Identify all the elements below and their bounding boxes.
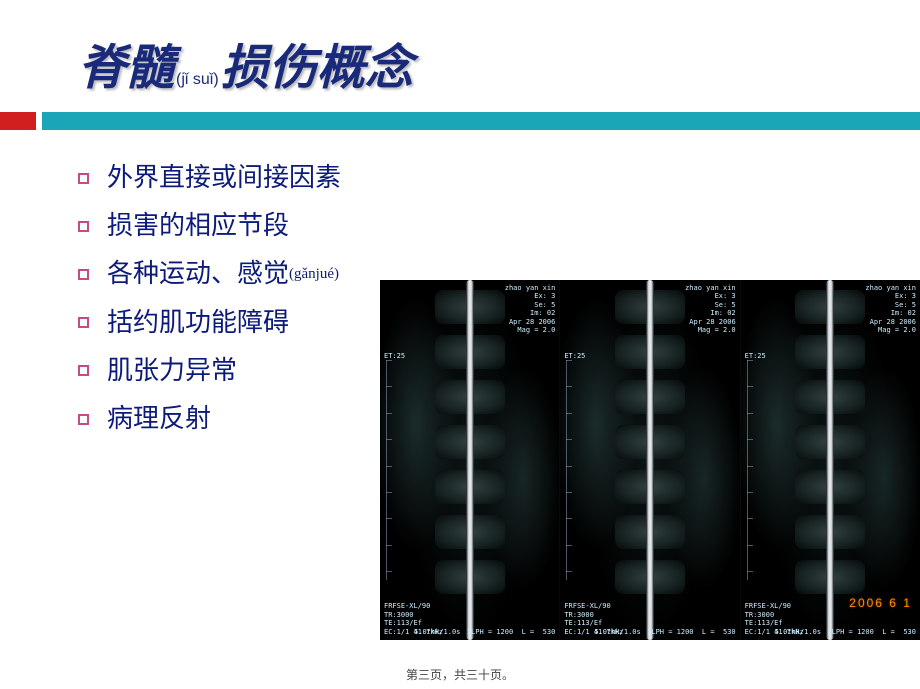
- bullet-text: 损害的相应节段: [107, 204, 289, 248]
- photo-datestamp: 2006 6 1: [849, 596, 912, 610]
- list-item: 病理反射: [78, 397, 341, 441]
- title-part2: 损伤概念: [221, 28, 413, 98]
- mri-spinal-cord: [826, 280, 834, 640]
- mri-image: zhao yan xin Ex: 3 Se: 5 Im: 02 Apr 28 2…: [380, 280, 920, 640]
- mri-scale-ruler: [747, 360, 759, 580]
- mri-overlay-patient: zhao yan xin Ex: 3 Se: 5 Im: 02 Apr 28 2…: [685, 284, 736, 334]
- mri-overlay-window: ILPH = 1200 L = 530: [467, 628, 556, 636]
- list-item: 外界直接或间接因素: [78, 156, 341, 200]
- list-item: 括约肌功能障碍: [78, 301, 341, 345]
- mri-overlay-slice: 5.0thk/1.0s: [775, 628, 821, 636]
- slide-title: 脊髓 (jǐ suǐ) 损伤概念: [78, 28, 413, 98]
- bullet-square-icon: [78, 173, 89, 184]
- list-item: 损害的相应节段: [78, 204, 341, 248]
- bullet-list: 外界直接或间接因素 损害的相应节段 各种运动、感觉 (gǎnjué) 括约肌功能…: [78, 156, 341, 445]
- mri-overlay-patient: zhao yan xin Ex: 3 Se: 5 Im: 02 Apr 28 2…: [505, 284, 556, 334]
- slide: 脊髓 (jǐ suǐ) 损伤概念 外界直接或间接因素 损害的相应节段 各种运动、…: [0, 0, 920, 689]
- mri-scale-ruler: [566, 360, 578, 580]
- mri-overlay-window: ILPH = 1200 L = 530: [827, 628, 916, 636]
- bullet-square-icon: [78, 414, 89, 425]
- list-item: 各种运动、感觉 (gǎnjué): [78, 252, 341, 296]
- bullet-text: 病理反射: [107, 397, 211, 441]
- mri-spinal-cord: [646, 280, 654, 640]
- bullet-text: 括约肌功能障碍: [107, 301, 289, 345]
- mri-overlay-seq: ET:25: [564, 352, 585, 360]
- underline-red-segment: [0, 112, 36, 130]
- mri-overlay-text: Mag = 2.0: [698, 326, 736, 334]
- mri-overlay-slice: 5.0thk/1.0s: [414, 628, 460, 636]
- mri-overlay-slice: 5.0thk/1.0s: [594, 628, 640, 636]
- bullet-text: 肌张力异常: [107, 349, 237, 393]
- title-part1: 脊髓: [78, 28, 174, 98]
- title-underline: [0, 112, 920, 130]
- list-item: 肌张力异常: [78, 349, 341, 393]
- mri-panel-3: zhao yan xin Ex: 3 Se: 5 Im: 02 Apr 28 2…: [741, 280, 920, 640]
- bullet-text: 外界直接或间接因素: [107, 156, 341, 200]
- mri-overlay-window: ILPH = 1200 L = 530: [647, 628, 736, 636]
- bullet-pinyin: (gǎnjué): [289, 262, 339, 288]
- bullet-square-icon: [78, 317, 89, 328]
- bullet-square-icon: [78, 221, 89, 232]
- mri-overlay-text: zhao yan xin Ex: 3 Se: 5 Im: 02: [685, 284, 736, 317]
- page-footer: 第三页，共三十页。: [0, 666, 920, 683]
- title-row: 脊髓 (jǐ suǐ) 损伤概念: [0, 28, 920, 98]
- bullet-square-icon: [78, 365, 89, 376]
- mri-overlay-text: Apr 28 2006: [870, 318, 916, 326]
- underline-teal-segment: [42, 112, 920, 130]
- bullet-square-icon: [78, 269, 89, 280]
- mri-overlay-text: Mag = 2.0: [878, 326, 916, 334]
- mri-overlay-text: zhao yan xin Ex: 3 Se: 5 Im: 02: [865, 284, 916, 317]
- title-pinyin: (jǐ suǐ): [176, 71, 219, 89]
- mri-overlay-patient: zhao yan xin Ex: 3 Se: 5 Im: 02 Apr 28 2…: [865, 284, 916, 334]
- mri-overlay-seq: ET:25: [384, 352, 405, 360]
- mri-overlay-text: zhao yan xin Ex: 3 Se: 5 Im: 02: [505, 284, 556, 317]
- mri-overlay-text: Apr 28 2006: [689, 318, 735, 326]
- mri-overlay-text: Apr 28 2006: [509, 318, 555, 326]
- mri-spinal-cord: [466, 280, 474, 640]
- mri-overlay-text: Mag = 2.0: [517, 326, 555, 334]
- mri-overlay-seq: ET:25: [745, 352, 766, 360]
- mri-panel-2: zhao yan xin Ex: 3 Se: 5 Im: 02 Apr 28 2…: [560, 280, 740, 640]
- mri-scale-ruler: [386, 360, 398, 580]
- mri-panel-1: zhao yan xin Ex: 3 Se: 5 Im: 02 Apr 28 2…: [380, 280, 560, 640]
- bullet-text: 各种运动、感觉: [107, 252, 289, 296]
